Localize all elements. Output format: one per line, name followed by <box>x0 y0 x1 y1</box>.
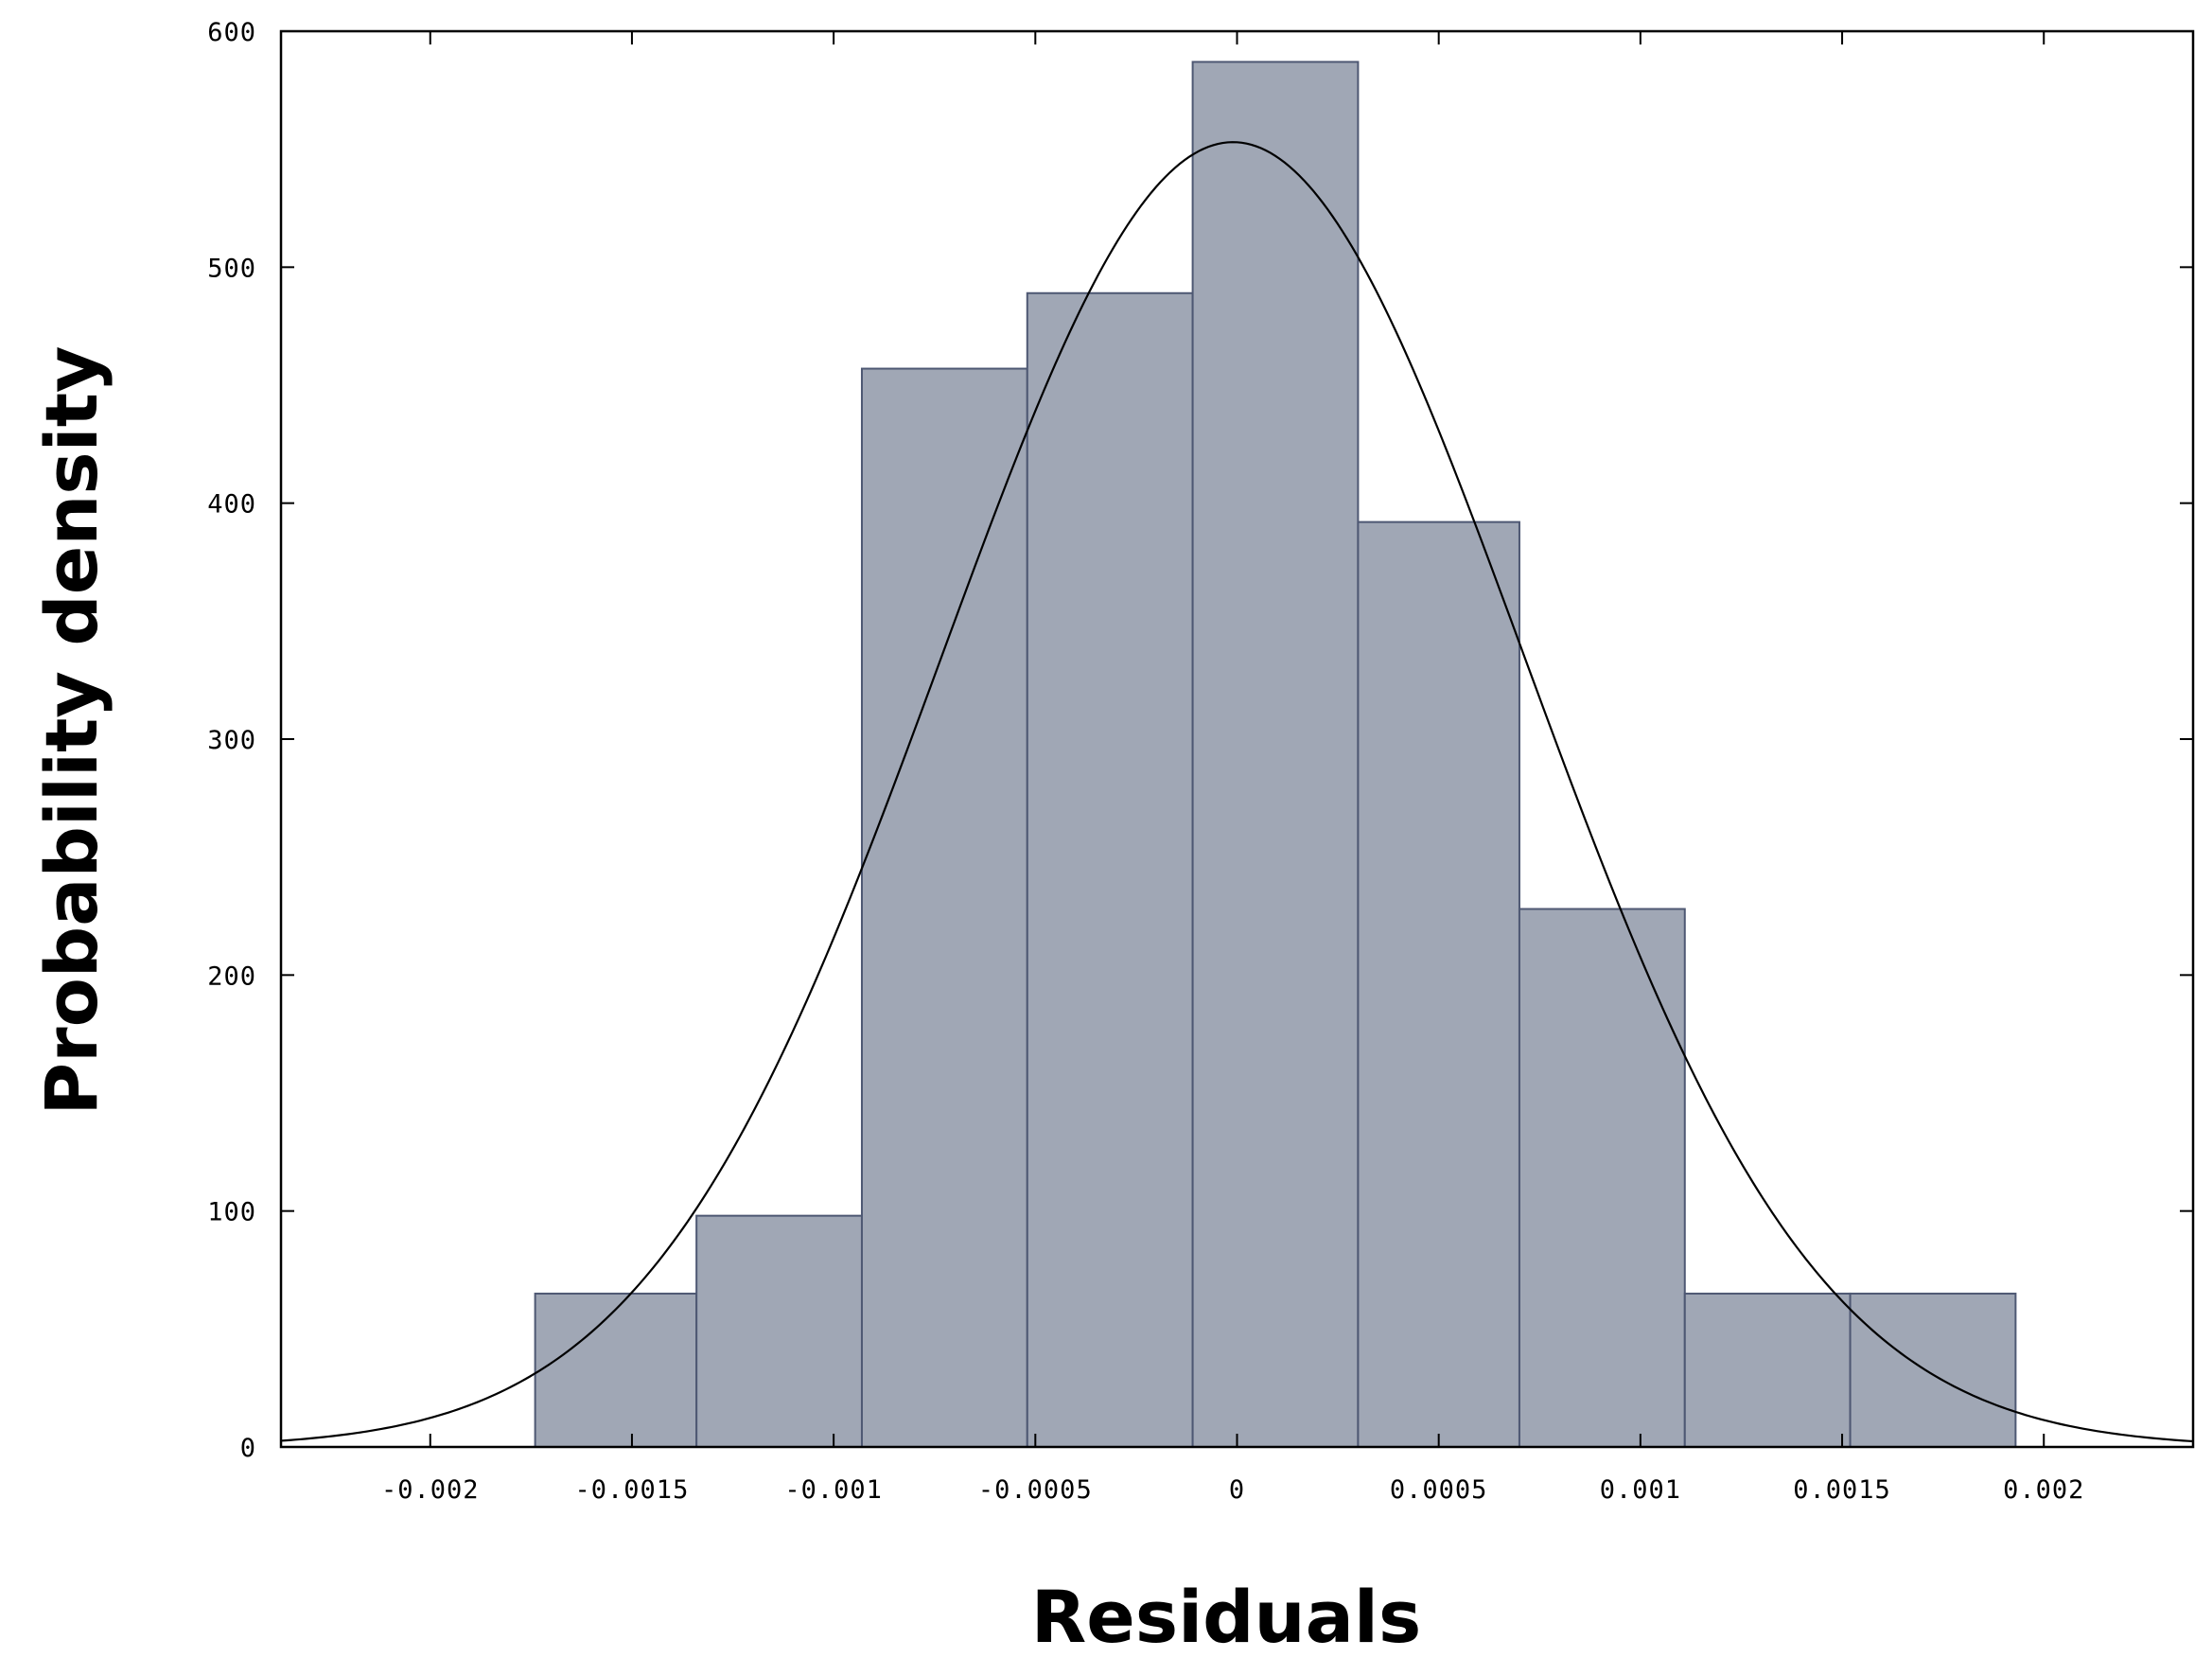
x-tick-label: 0.001 <box>1600 1475 1681 1505</box>
x-tick-label: 0 <box>1229 1475 1245 1505</box>
x-tick-label: 0.002 <box>2003 1475 2084 1505</box>
histogram-bar-9 <box>1849 1292 2017 1449</box>
histogram-bar-3 <box>860 367 1028 1449</box>
histogram-bar-4 <box>1026 291 1194 1448</box>
histogram-bar-5 <box>1191 61 1360 1448</box>
histogram-bar-8 <box>1683 1292 1852 1449</box>
y-tick-label: 500 <box>207 254 256 283</box>
x-tick-label: 0.0005 <box>1390 1475 1488 1505</box>
y-tick-label: 300 <box>207 726 256 755</box>
x-tick-label: -0.001 <box>784 1475 883 1505</box>
histogram-bar-7 <box>1518 908 1686 1448</box>
y-axis-ticks: 0 100 200 300 400 500 600 <box>207 18 2193 1463</box>
normal-fit-curve <box>280 141 2194 1443</box>
y-tick-label: 600 <box>207 18 256 47</box>
histogram-bar-2 <box>695 1214 863 1448</box>
y-tick-label: 100 <box>207 1198 256 1227</box>
x-tick-label: -0.0015 <box>575 1475 690 1505</box>
x-tick-label: 0.0015 <box>1793 1475 1891 1505</box>
y-tick-label: 200 <box>207 961 256 991</box>
y-tick-label: 0 <box>240 1434 256 1463</box>
x-axis-title: Residuals <box>1031 1575 1421 1658</box>
histogram-bar-6 <box>1357 520 1520 1448</box>
x-tick-label: -0.0005 <box>978 1475 1093 1505</box>
x-axis-ticks: -0.002 -0.0015 -0.001 -0.0005 0 0.0005 0.001 0.… <box>381 31 2084 1505</box>
histogram-bars <box>534 61 2017 1449</box>
y-tick-label: 400 <box>207 490 256 520</box>
histogram-bar-1 <box>534 1292 698 1449</box>
y-axis-title: Probability density <box>29 345 114 1115</box>
x-tick-label: -0.002 <box>381 1475 480 1505</box>
